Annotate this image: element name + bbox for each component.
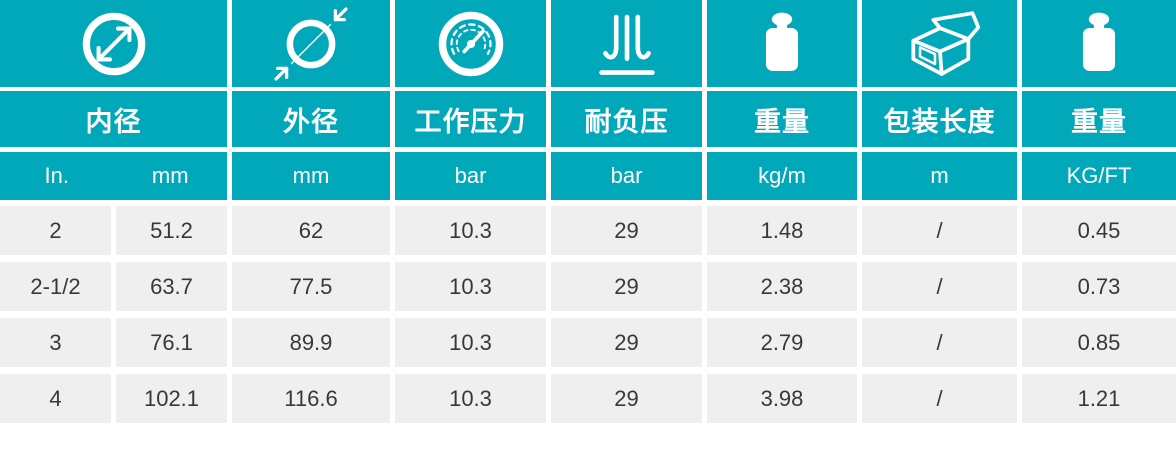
header-weight-imperial: 重量 [1022,91,1176,147]
unit-inner-diameter-mm: mm [151,163,189,188]
cell-weight-kgft: 0.45 [1022,206,1176,255]
cell-id-in: 2-1/2 [0,262,111,311]
cell-weight-kgm: 1.48 [707,206,857,255]
cell-id-mm: 63.7 [116,262,227,311]
cell-weight-kgft: 1.21 [1022,374,1176,423]
cell-working-pressure: 10.3 [395,262,546,311]
header-outer-diameter: 外径 [232,91,390,147]
cell-od-mm: 89.9 [232,318,390,367]
cell-package-length: / [862,318,1017,367]
unit-weight-metric: kg/m [707,152,857,200]
weight-icon [1082,12,1116,71]
vacuum-resistance-icon [598,14,655,75]
cell-weight-kgft: 0.73 [1022,262,1176,311]
table-row: 4 102.1 116.6 10.3 29 3.98 / 1.21 [0,374,1176,423]
unit-working-pressure: bar [395,152,546,200]
header-icon-cell-weight-metric [707,0,857,87]
unit-header-row: In. mm mm bar bar kg/m m KG/FT [0,152,1176,200]
table-row: 2 51.2 62 10.3 29 1.48 / 0.45 [0,206,1176,255]
cell-vacuum: 29 [551,318,702,367]
header-weight-metric: 重量 [707,91,857,147]
weight-icon [765,12,799,71]
cell-package-length: / [862,262,1017,311]
cell-weight-kgm: 2.79 [707,318,857,367]
cell-weight-kgm: 3.98 [707,374,857,423]
header-icon-cell-outer-diameter [232,0,390,87]
header-package-length: 包装长度 [862,91,1017,147]
cell-id-in: 2 [0,206,111,255]
header-icon-cell-vacuum [551,0,702,87]
unit-outer-diameter: mm [232,152,390,200]
unit-inner-diameter: In. mm [0,152,227,200]
cell-working-pressure: 10.3 [395,206,546,255]
header-vacuum: 耐负压 [551,91,702,147]
cell-working-pressure: 10.3 [395,374,546,423]
cell-id-in: 4 [0,374,111,423]
cell-weight-kgm: 2.38 [707,262,857,311]
cell-vacuum: 29 [551,262,702,311]
header-icon-cell-weight-imperial [1022,0,1176,87]
unit-inner-diameter-in: In. [44,163,69,188]
unit-vacuum: bar [551,152,702,200]
cell-vacuum: 29 [551,206,702,255]
table-row: 2-1/2 63.7 77.5 10.3 29 2.38 / 0.73 [0,262,1176,311]
cell-id-in: 3 [0,318,111,367]
header-icon-cell-inner-diameter [0,0,227,87]
cell-id-mm: 102.1 [116,374,227,423]
unit-package-length: m [862,152,1017,200]
cell-package-length: / [862,374,1017,423]
cell-id-mm: 51.2 [116,206,227,255]
cell-vacuum: 29 [551,374,702,423]
cell-od-mm: 62 [232,206,390,255]
package-length-icon [910,10,980,76]
header-inner-diameter: 内径 [0,91,227,147]
cell-od-mm: 77.5 [232,262,390,311]
pressure-gauge-icon [438,11,503,76]
header-icon-cell-package-length [862,0,1017,87]
header-icon-cell-working-pressure [395,0,546,87]
table-row: 3 76.1 89.9 10.3 29 2.79 / 0.85 [0,318,1176,367]
header-working-pressure: 工作压力 [395,91,546,147]
cell-weight-kgft: 0.85 [1022,318,1176,367]
unit-weight-imperial: KG/FT [1022,152,1176,200]
cell-working-pressure: 10.3 [395,318,546,367]
label-header-row: 内径 外径 工作压力 耐负压 重量 包装长度 重量 [0,91,1176,147]
inner-diameter-icon [82,12,145,75]
cell-id-mm: 76.1 [116,318,227,367]
icon-header-row [0,0,1176,87]
outer-diameter-icon [274,6,348,81]
cell-package-length: / [862,206,1017,255]
cell-od-mm: 116.6 [232,374,390,423]
